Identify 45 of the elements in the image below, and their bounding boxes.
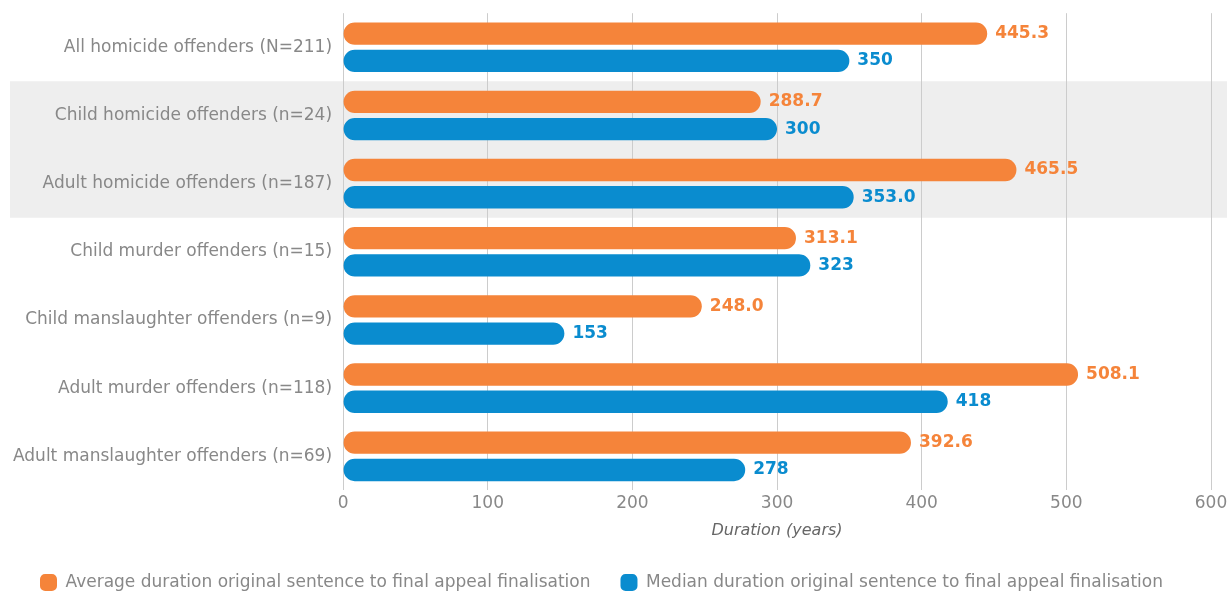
- y-tick-label: All homicide offenders (N=211): [63, 35, 333, 56]
- bar: [343, 90, 761, 113]
- bar: [343, 49, 850, 73]
- data-label: 350: [857, 49, 894, 70]
- bar: [343, 322, 565, 345]
- data-label: 465.5: [1024, 158, 1079, 179]
- bar: [343, 22, 988, 45]
- x-tick-label: 300: [760, 492, 794, 513]
- data-label: 248.0: [709, 294, 764, 315]
- x-tick-label: 100: [471, 492, 504, 513]
- data-label: 418: [955, 390, 992, 411]
- bar: [343, 431, 911, 454]
- bar: [343, 458, 746, 482]
- data-label: 278: [753, 458, 789, 479]
- data-label: 353.0: [861, 185, 916, 206]
- x-tick-label: 500: [1050, 492, 1083, 513]
- x-tick-label: 600: [1194, 492, 1228, 513]
- y-tick-label: Child homicide offenders (n=24): [54, 103, 333, 124]
- data-label: 300: [785, 117, 821, 138]
- x-axis-title: Duration (years): [711, 519, 843, 539]
- bar: [343, 226, 796, 250]
- bar: [343, 295, 702, 318]
- data-label: 508.1: [1086, 362, 1140, 383]
- data-label: 153: [572, 322, 608, 343]
- data-label: 323: [818, 253, 854, 274]
- y-tick-label: Child manslaughter offenders (n=9): [25, 308, 333, 329]
- data-label: 313.1: [803, 226, 858, 247]
- bar: [343, 186, 854, 209]
- legend-label: Average duration original sentence to final appeal finalisation: [65, 570, 591, 591]
- bar: [343, 254, 811, 277]
- bar: [343, 363, 1079, 386]
- legend-label: Median duration original sentence to final appeal finalisation: [645, 570, 1163, 591]
- x-tick-label: 200: [616, 492, 649, 513]
- data-label: 288.7: [768, 90, 823, 111]
- data-label: 445.3: [995, 22, 1049, 43]
- x-tick-label: 0: [337, 492, 349, 513]
- y-tick-label: Child murder offenders (n=15): [70, 240, 333, 261]
- y-tick-label: Adult homicide offenders (n=187): [42, 172, 333, 193]
- x-tick-label: 400: [905, 492, 938, 513]
- data-label: 392.6: [918, 431, 973, 452]
- bar: [343, 158, 1017, 182]
- bar: [343, 390, 948, 413]
- bar: [343, 117, 778, 141]
- y-tick-label: Adult murder offenders (n=118): [58, 376, 333, 397]
- y-tick-label: Adult manslaughter offenders (n=69): [12, 444, 333, 465]
